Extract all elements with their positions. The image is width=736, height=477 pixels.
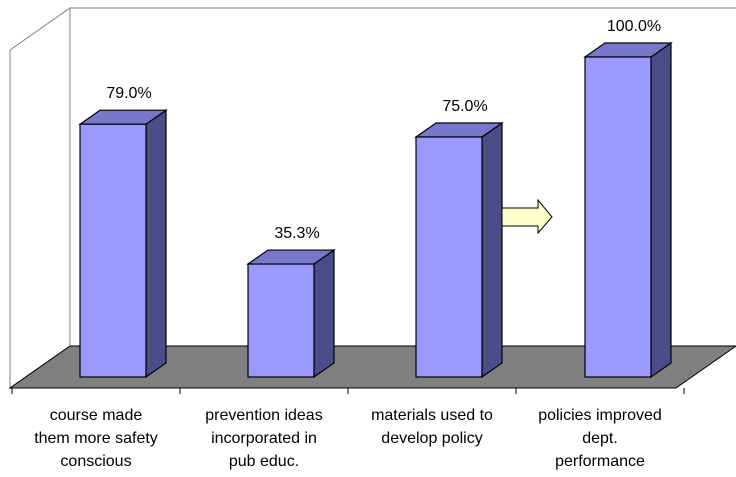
category-label-line: policies improved bbox=[538, 407, 662, 424]
chart-walls bbox=[8, 7, 736, 394]
bar-front bbox=[79, 123, 147, 378]
category-labels: course made them more safety conscious prev… bbox=[34, 407, 662, 470]
bar-side bbox=[313, 248, 335, 379]
left-wall bbox=[9, 7, 71, 389]
category-label-1: course made them more safety conscious bbox=[34, 407, 158, 470]
category-label-line: materials used to bbox=[371, 407, 493, 424]
category-label-line: them more safety bbox=[34, 430, 158, 447]
bar-2 bbox=[246, 248, 336, 379]
category-label-line: incorporated in bbox=[211, 430, 317, 447]
data-label-4: 100.0% bbox=[607, 18, 661, 35]
category-label-line: develop policy bbox=[381, 430, 482, 447]
category-label-3: materials used to develop policy bbox=[371, 407, 493, 447]
right-arrow-icon bbox=[501, 198, 553, 235]
category-label-line: prevention ideas bbox=[205, 407, 322, 424]
bar-front bbox=[584, 56, 652, 378]
category-label-line: course made bbox=[50, 407, 143, 424]
category-label-line: conscious bbox=[60, 453, 131, 470]
bar-1 bbox=[78, 109, 168, 379]
category-label-line: dept. bbox=[582, 430, 618, 447]
bar-4 bbox=[583, 41, 673, 379]
bar-front bbox=[247, 263, 315, 378]
bar-3 bbox=[414, 121, 504, 379]
category-label-line: pub educ. bbox=[229, 453, 299, 470]
data-label-2: 35.3% bbox=[274, 225, 319, 242]
bar-series bbox=[78, 41, 673, 379]
category-label-4: policies improved dept. performance bbox=[538, 407, 662, 470]
bar-front bbox=[415, 136, 483, 378]
data-label-1: 79.0% bbox=[106, 85, 151, 102]
annotations bbox=[501, 198, 553, 235]
bar-side bbox=[481, 121, 503, 379]
data-label-3: 75.0% bbox=[442, 98, 487, 115]
category-label-2: prevention ideas incorporated in pub educ. bbox=[205, 407, 322, 470]
category-label-line: performance bbox=[555, 453, 645, 470]
bar-side bbox=[145, 109, 167, 379]
bar-side bbox=[650, 41, 672, 379]
data-labels: 79.0% 35.3% 75.0% 100.0% bbox=[106, 18, 661, 242]
